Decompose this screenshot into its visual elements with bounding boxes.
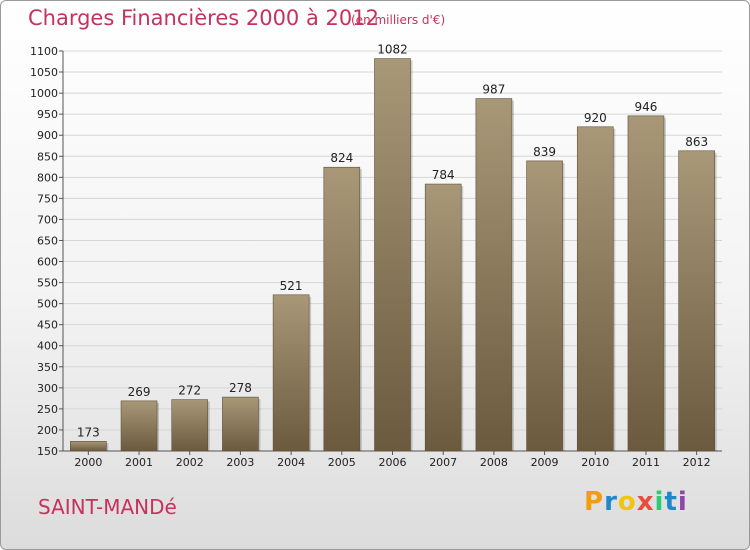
bars <box>70 58 717 452</box>
bar <box>678 150 715 452</box>
data-label: 987 <box>482 83 505 97</box>
x-tick-label: 2009 <box>531 456 559 469</box>
bar <box>272 294 310 452</box>
y-tick-label: 550 <box>37 277 58 290</box>
x-tick-label: 2000 <box>74 456 102 469</box>
y-tick-label: 900 <box>37 129 58 142</box>
x-tick-label: 2005 <box>328 456 356 469</box>
chart-title: Charges Financières 2000 à 2012 <box>28 6 379 30</box>
data-label: 824 <box>330 151 353 165</box>
y-tick-label: 450 <box>37 319 58 332</box>
bar <box>171 399 209 452</box>
bar <box>576 126 614 452</box>
chart-unit-note: (en milliers d'€) <box>351 13 446 27</box>
data-label: 920 <box>584 111 607 125</box>
bar <box>475 98 513 452</box>
x-tick-label: 2011 <box>632 456 660 469</box>
y-tick-label: 500 <box>37 298 58 311</box>
data-label: 863 <box>685 135 708 149</box>
y-tick-label: 1100 <box>30 45 58 58</box>
logo-letter: P <box>584 487 605 517</box>
data-labels: 173 269 272 278 521 824 1082 784 987 839 920 946 863 <box>77 43 708 440</box>
x-tick-label: 2001 <box>125 456 153 469</box>
logo-letter: r <box>604 487 618 517</box>
x-tick-label: 2012 <box>683 456 711 469</box>
y-tick-label: 1050 <box>30 66 58 79</box>
bar <box>374 58 411 452</box>
y-tick-label: 600 <box>37 256 58 269</box>
y-tick-label: 850 <box>37 150 58 163</box>
logo-letter: o <box>617 487 637 517</box>
y-tick-label: 350 <box>37 361 58 374</box>
y-tick-label: 1000 <box>30 87 58 100</box>
data-label: 946 <box>635 100 658 114</box>
bar <box>424 183 462 452</box>
bar <box>323 166 361 452</box>
x-tick-label: 2003 <box>226 456 254 469</box>
y-tick-label: 800 <box>37 171 58 184</box>
logo-letter: t <box>664 487 678 517</box>
bar <box>70 441 107 452</box>
y-tick-label: 300 <box>37 382 58 395</box>
y-tick-label: 950 <box>37 108 58 121</box>
city-name: SAINT-MANDé <box>38 495 177 519</box>
bar <box>222 396 259 452</box>
x-tick-label: 2010 <box>581 456 609 469</box>
data-label: 173 <box>77 425 100 439</box>
y-tick-label: 750 <box>37 192 58 205</box>
x-tick-label: 2002 <box>176 456 204 469</box>
data-label: 272 <box>178 384 201 398</box>
bar <box>627 115 665 452</box>
y-tick-label: 250 <box>37 403 58 416</box>
bar <box>120 400 158 452</box>
x-tick-label: 2004 <box>277 456 305 469</box>
y-tick-label: 700 <box>37 213 58 226</box>
logo-letter: i <box>654 487 665 517</box>
proxiti-logo: Proxiti <box>584 487 688 517</box>
axes: 150 200 250 300 350 400 450 500 550 600 650 700 750 8… <box>30 45 722 469</box>
y-tick-label: 400 <box>37 340 58 353</box>
x-tick-label: 2007 <box>429 456 457 469</box>
logo-letter: i <box>677 487 688 517</box>
data-label: 269 <box>128 385 151 399</box>
x-tick-label: 2006 <box>379 456 407 469</box>
y-tick-label: 200 <box>37 424 58 437</box>
data-label: 1082 <box>377 43 408 57</box>
y-tick-label: 150 <box>37 445 58 458</box>
data-label: 784 <box>432 168 455 182</box>
bar <box>526 160 563 452</box>
data-label: 278 <box>229 381 252 395</box>
y-tick-label: 650 <box>37 234 58 247</box>
data-label: 521 <box>280 279 303 293</box>
x-tick-label: 2008 <box>480 456 508 469</box>
logo-letter: x <box>636 487 655 517</box>
data-label: 839 <box>533 145 556 159</box>
